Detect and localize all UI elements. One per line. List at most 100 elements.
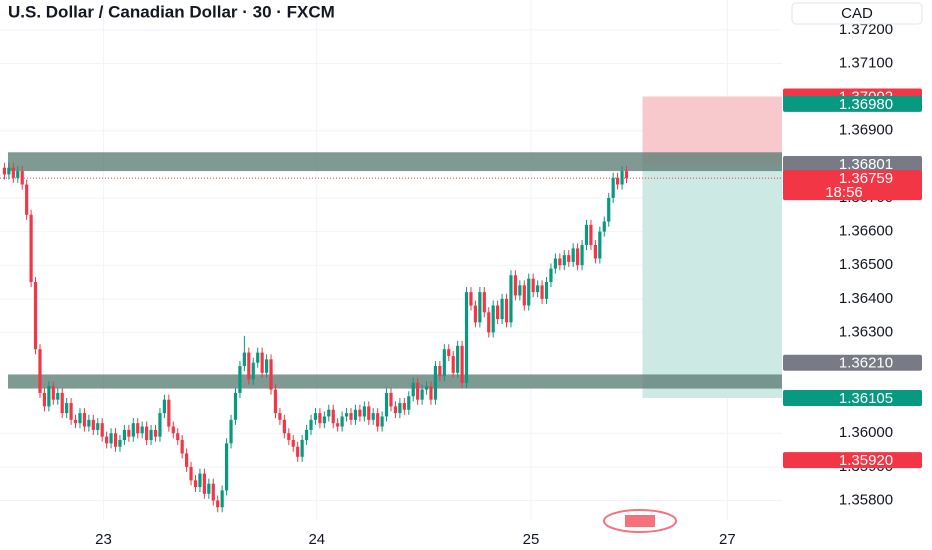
candle-body <box>38 349 42 393</box>
y-tick-label: 1.36400 <box>839 290 893 307</box>
candle-body <box>20 171 24 185</box>
candle-body <box>616 177 620 185</box>
watermark-logo <box>603 509 677 533</box>
candle-body <box>96 423 100 430</box>
candle-body <box>65 403 69 414</box>
candle-body <box>238 366 242 393</box>
candle-body <box>362 406 366 417</box>
candle-body <box>136 423 140 434</box>
candle-body <box>304 429 309 440</box>
candle-body <box>620 171 624 185</box>
candle-body <box>113 433 118 447</box>
candle-body <box>598 231 602 259</box>
candle-body <box>407 396 411 410</box>
candle-body <box>100 423 104 437</box>
y-tick-label: 1.36000 <box>839 424 893 441</box>
countdown-label: 18:56 <box>825 184 863 201</box>
candle-body <box>424 386 429 390</box>
candle-body <box>442 349 446 377</box>
candle-body <box>82 413 87 427</box>
candle-body <box>118 440 122 447</box>
candle-body <box>469 292 473 306</box>
candle-body <box>553 258 557 269</box>
price-badge <box>783 389 922 406</box>
candle-body <box>180 440 184 454</box>
candle-body <box>7 167 11 175</box>
candle-body <box>60 392 64 414</box>
y-tick-label: 1.37200 <box>839 21 893 38</box>
candle-body <box>451 355 455 373</box>
candle-body <box>16 171 20 178</box>
candle-body <box>318 413 322 424</box>
candle-body <box>42 392 47 407</box>
price-badge <box>783 156 922 173</box>
candle-body <box>264 359 269 373</box>
candle-body <box>349 413 353 420</box>
candle-body <box>198 473 202 488</box>
candle-body <box>216 500 220 508</box>
candle-body <box>158 413 162 437</box>
candle-body <box>531 278 535 293</box>
candle-body <box>584 224 589 246</box>
currency-button[interactable] <box>791 2 923 25</box>
candle-body <box>122 429 127 440</box>
candle-body <box>429 386 433 400</box>
candle-body <box>456 345 460 373</box>
candle-body <box>487 312 491 333</box>
candle-body <box>225 443 229 491</box>
candle-body <box>145 426 149 440</box>
candle-body <box>398 403 402 414</box>
candle-body <box>540 285 544 299</box>
candle-body <box>411 382 415 397</box>
candle-body <box>593 245 597 259</box>
candle-body <box>500 298 504 319</box>
candle-body <box>491 305 495 333</box>
candle-body <box>389 392 393 407</box>
candle-body <box>149 429 153 440</box>
y-tick-label: 1.35800 <box>839 491 893 508</box>
candle-body <box>69 403 73 420</box>
y-tick-label: 1.36300 <box>839 323 893 340</box>
price-badge <box>783 95 922 112</box>
candle-body <box>322 416 326 424</box>
candle-body <box>580 245 584 266</box>
candle-body <box>331 409 335 424</box>
candle-body <box>478 292 482 323</box>
candle-body <box>251 362 255 380</box>
zone <box>8 152 782 172</box>
zone <box>8 374 782 389</box>
candle-body <box>56 392 60 400</box>
price-badge <box>783 452 922 469</box>
candle-body <box>273 389 278 414</box>
y-tick-label: 1.36500 <box>839 256 893 273</box>
candle-body <box>420 389 424 400</box>
price-badge-label: 1.36210 <box>839 355 893 372</box>
price-badge-label: 1.36801 <box>839 156 893 173</box>
candle-body <box>309 419 313 430</box>
y-tick-label: 1.36900 <box>839 122 893 139</box>
candle-body <box>611 177 615 198</box>
candle-body <box>260 352 264 373</box>
candle-body <box>447 349 451 356</box>
candle-body <box>278 413 282 420</box>
candle-body <box>291 440 295 447</box>
candle-body <box>527 278 531 306</box>
position-profit <box>642 165 782 398</box>
price-badge <box>783 354 922 371</box>
candle-body <box>504 298 509 323</box>
currency-label[interactable]: CAD <box>841 5 873 22</box>
candle-body <box>402 403 406 410</box>
candle-body <box>29 214 33 283</box>
candle-body <box>242 352 246 367</box>
candle-body <box>287 433 291 440</box>
candle-body <box>202 473 206 494</box>
candle-body <box>513 275 518 296</box>
candle-body <box>247 352 251 380</box>
candle-body <box>576 248 580 266</box>
last-price-badge <box>783 170 922 201</box>
price-badge-label: 1.35920 <box>839 452 893 469</box>
candle-body <box>51 386 55 400</box>
candle-body <box>2 167 7 175</box>
candle-body <box>460 345 464 383</box>
candle-body <box>536 285 540 293</box>
